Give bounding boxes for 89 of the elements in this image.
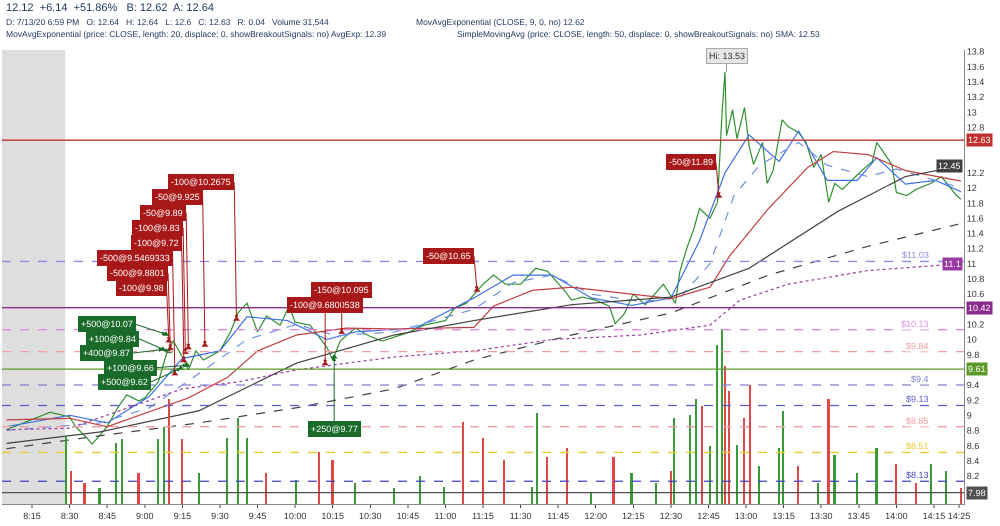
y-tick-label: 11.4 xyxy=(966,228,984,239)
x-tick-label: 9:45 xyxy=(248,510,266,521)
x-tick-label: 9:00 xyxy=(136,510,154,521)
x-tick-label: 12:15 xyxy=(622,510,645,521)
data-label: -100@10.2675 xyxy=(171,177,231,187)
data-label: -100@9.83 xyxy=(135,223,180,233)
data-label: -100@9.6800538 xyxy=(290,300,360,310)
y-tick-label: 11.2 xyxy=(966,244,984,254)
data-label: -100@9.72 xyxy=(134,238,179,248)
text: MovAvgExponential (price: CLOSE, length: 20, displace: 0, showBreakoutSignals: no) AvgExp: 12.39 xyxy=(6,29,386,39)
chart-title: 12.12 +6.14 +51.86% B: 12.62 A: 12.64 xyxy=(6,2,214,14)
x-tick-label: 12:30 xyxy=(660,510,682,521)
y-tick-label: 9 xyxy=(966,410,972,420)
x-tick-label: 10:00 xyxy=(284,510,306,521)
data-label: +100@9.84 xyxy=(89,334,136,344)
x-tick-label: 11:15 xyxy=(472,510,494,521)
chart-subtitle: D: 7/13/20 6:59 PM O: 12.64 H: 12.64 L: 12.6 C: 12.63 R: 0.04 Volume 31,544 xyxy=(6,17,329,27)
ref-line-label: $8.51 xyxy=(906,441,929,451)
data-label: -50@10.65 xyxy=(426,251,471,261)
text: SimpleMovingAvg (price: CLOSE, length: 50, displace: 0, showBreakoutSignals: no) SMA: 12.53 xyxy=(457,29,820,39)
x-tick-label: 10:45 xyxy=(396,510,420,521)
x-tick-label: 14:00 xyxy=(885,510,908,521)
y-tick-label: 12.8 xyxy=(966,122,984,132)
y-tick-label: 11.8 xyxy=(966,198,984,208)
x-tick-label: 8:45 xyxy=(98,510,116,521)
x-tick-label: 12:45 xyxy=(697,510,720,521)
x-tick-label: 8:15 xyxy=(23,510,41,521)
data-label: +500@10.07 xyxy=(81,319,133,329)
y-tick-label: 12 xyxy=(966,183,977,194)
series-label: 12.45 xyxy=(938,161,961,171)
y-tick-label: 8.8 xyxy=(966,426,980,436)
y-tick-label: 13.2 xyxy=(966,92,984,102)
y-tick-label: 10.2 xyxy=(966,320,984,330)
data-label: -500@9.8801 xyxy=(110,268,165,278)
ref-line-label: $9.13 xyxy=(906,394,929,404)
data-label: -50@9.89 xyxy=(143,208,183,218)
series-label: 11.1 xyxy=(944,259,961,269)
y-tick-label: 10 xyxy=(966,334,977,345)
text: MovAvgExponential (CLOSE, 9, 0, no) 12.62 xyxy=(416,17,585,27)
data-label: +100@9.66 xyxy=(107,363,154,373)
y-tick-label: 13 xyxy=(966,107,977,118)
ref-line-label: 7.98 xyxy=(968,488,986,498)
x-tick-label: 14:15 xyxy=(922,510,946,521)
ref-line-label: 12.63 xyxy=(968,135,991,145)
y-tick-label: 11 xyxy=(966,258,976,269)
ref-line-label: $11.03 xyxy=(902,250,929,260)
x-tick-label: 13:00 xyxy=(734,510,758,521)
y-tick-label: 13.8 xyxy=(966,46,984,57)
x-tick-label: 13:15 xyxy=(772,510,795,521)
data-label: +250@9.77 xyxy=(311,424,358,434)
y-tick-label: 8.6 xyxy=(966,440,980,451)
y-tick-label: 10.6 xyxy=(966,289,984,300)
ref-line-label: $9.4 xyxy=(911,374,929,384)
ref-line-label: $10.13 xyxy=(901,319,929,329)
y-tick-label: 9.2 xyxy=(966,395,980,406)
data-label: -50@9.925 xyxy=(155,192,200,202)
data-label: -150@10.095 xyxy=(314,285,369,295)
y-tick-label: 10.8 xyxy=(966,274,984,284)
x-tick-label: 8:30 xyxy=(60,510,78,521)
x-tick-label: 11:45 xyxy=(547,510,570,521)
ref-line-label: $8.85 xyxy=(906,416,929,426)
x-tick-label: 13:30 xyxy=(810,510,832,521)
x-tick-label: 13:45 xyxy=(848,510,870,521)
data-label: +500@9.62 xyxy=(101,377,148,387)
ref-line-label: $9.84 xyxy=(906,341,929,351)
data-label: -500@9.5469333 xyxy=(100,253,170,263)
y-tick-label: 8.2 xyxy=(966,471,980,482)
y-tick-label: 11.6 xyxy=(966,213,984,224)
x-tick-label: 11:30 xyxy=(510,510,532,521)
x-tick-label: 11:00 xyxy=(434,510,456,521)
ref-line-label: $8.13 xyxy=(906,470,929,480)
y-tick-label: 13.6 xyxy=(966,62,984,72)
x-tick-label: 12:00 xyxy=(584,510,607,521)
ref-line-label: 9.61 xyxy=(968,364,986,374)
x-tick-label: 9:15 xyxy=(174,510,192,521)
y-tick-label: 12.2 xyxy=(966,168,984,178)
x-tick-label: 9:30 xyxy=(211,510,229,521)
data-label: +400@9.87 xyxy=(83,348,130,358)
y-tick-label: 13.4 xyxy=(966,76,984,87)
data-label: -100@9.98 xyxy=(119,283,164,293)
y-tick-label: 9.4 xyxy=(966,380,980,390)
y-tick-label: 9.8 xyxy=(966,350,980,360)
y-tick-label: 8.4 xyxy=(966,456,980,466)
x-tick-label: 10:30 xyxy=(359,510,382,521)
data-label: -50@11.89 xyxy=(669,157,713,167)
ref-line-label: 10.42 xyxy=(968,303,991,313)
x-tick-label: 10:15 xyxy=(321,510,344,521)
x-tick-label: 14:25 xyxy=(948,510,970,521)
annotation: Hi: 13.53 xyxy=(709,51,746,61)
